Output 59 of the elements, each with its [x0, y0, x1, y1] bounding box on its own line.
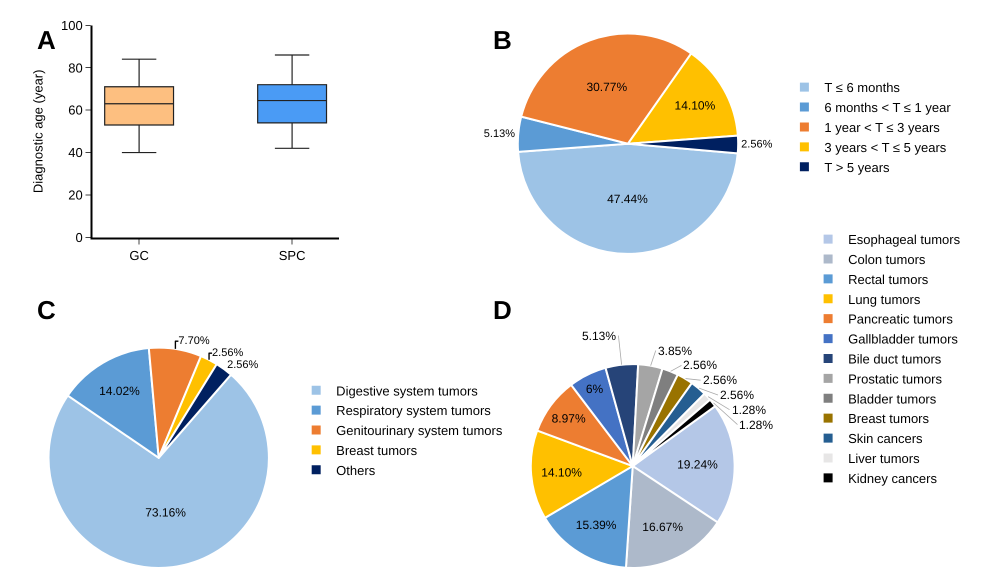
legend-label: Breast tumors	[848, 411, 930, 426]
x-tick-label: SPC	[278, 248, 306, 263]
y-tick-label: 20	[68, 188, 83, 203]
legend-label: Digestive system tumors	[336, 383, 478, 398]
legend-label: Respiratory system tumors	[336, 403, 492, 418]
data-label: 2.56%	[212, 347, 244, 360]
y-tick-label: 60	[68, 102, 83, 118]
chart-title: B	[493, 25, 512, 55]
data-label: 16.67%	[642, 520, 684, 534]
legend-label: T > 5 years	[824, 160, 890, 175]
legend-label: Skin cancers	[848, 431, 924, 446]
legend-label: Kidney cancers	[848, 470, 938, 486]
chart-title: C	[37, 295, 56, 325]
data-label: 2.56%	[720, 388, 754, 402]
x-tick-label: GC	[129, 248, 149, 263]
data-label: 6%	[586, 382, 604, 396]
data-label: 2.56%	[703, 373, 738, 387]
data-label: 7.70%	[178, 335, 210, 348]
data-label: 14.10%	[674, 98, 716, 113]
legend-label: 1 year < T ≤ 3 years	[824, 120, 940, 136]
y-axis-title: Diagnostic age (year)	[30, 70, 46, 194]
legend-label: T ≤ 6 months	[824, 80, 900, 96]
data-label: 2.56%	[741, 138, 773, 150]
legend-label: Gallbladder tumors	[848, 332, 958, 347]
data-label: 14.10%	[541, 465, 582, 480]
legend-label: Esophageal tumors	[848, 232, 961, 248]
chart-title: A	[37, 25, 56, 55]
legend-label: Bile duct tumors	[848, 352, 942, 367]
data-label: 5.13%	[484, 128, 516, 140]
data-label: 47.44%	[607, 192, 648, 206]
legend-label: 6 months < T ≤ 1 year	[824, 100, 952, 116]
y-tick-label: 100	[61, 18, 83, 33]
y-tick-label: 0	[76, 230, 83, 245]
legend-label: Lung tumors	[848, 292, 921, 307]
data-label: 30.77%	[586, 80, 628, 94]
legend-label: 3 years < T ≤ 5 years	[824, 140, 947, 155]
text: D	[493, 295, 512, 325]
data-label: 73.16%	[145, 505, 186, 520]
legend-label: Prostatic tumors	[848, 371, 943, 386]
legend-label: Breast tumors	[336, 442, 418, 458]
data-label: 2.56%	[227, 359, 259, 372]
legend-label: Others	[336, 462, 376, 478]
data-label: 3.85%	[658, 344, 692, 358]
data-label: 8.97%	[552, 412, 586, 426]
y-tick-label: 40	[68, 145, 83, 160]
data-label: 1.28%	[739, 418, 774, 432]
data-label: 1.28%	[732, 403, 766, 417]
legend-label: Pancreatic tumors	[848, 312, 954, 327]
legend-label: Colon tumors	[848, 252, 926, 268]
data-label: 5.13%	[582, 329, 616, 343]
data-label: 2.56%	[683, 358, 718, 372]
legend-label: Rectal tumors	[848, 272, 929, 287]
legend-label: Bladder tumors	[848, 391, 937, 406]
data-label: 15.39%	[576, 518, 617, 532]
y-tick-label: 80	[68, 60, 83, 76]
legend-label: Liver tumors	[848, 451, 920, 466]
data-label: 19.24%	[677, 458, 718, 472]
data-label: 14.02%	[99, 384, 140, 398]
legend-label: Genitourinary system tumors	[336, 423, 503, 438]
